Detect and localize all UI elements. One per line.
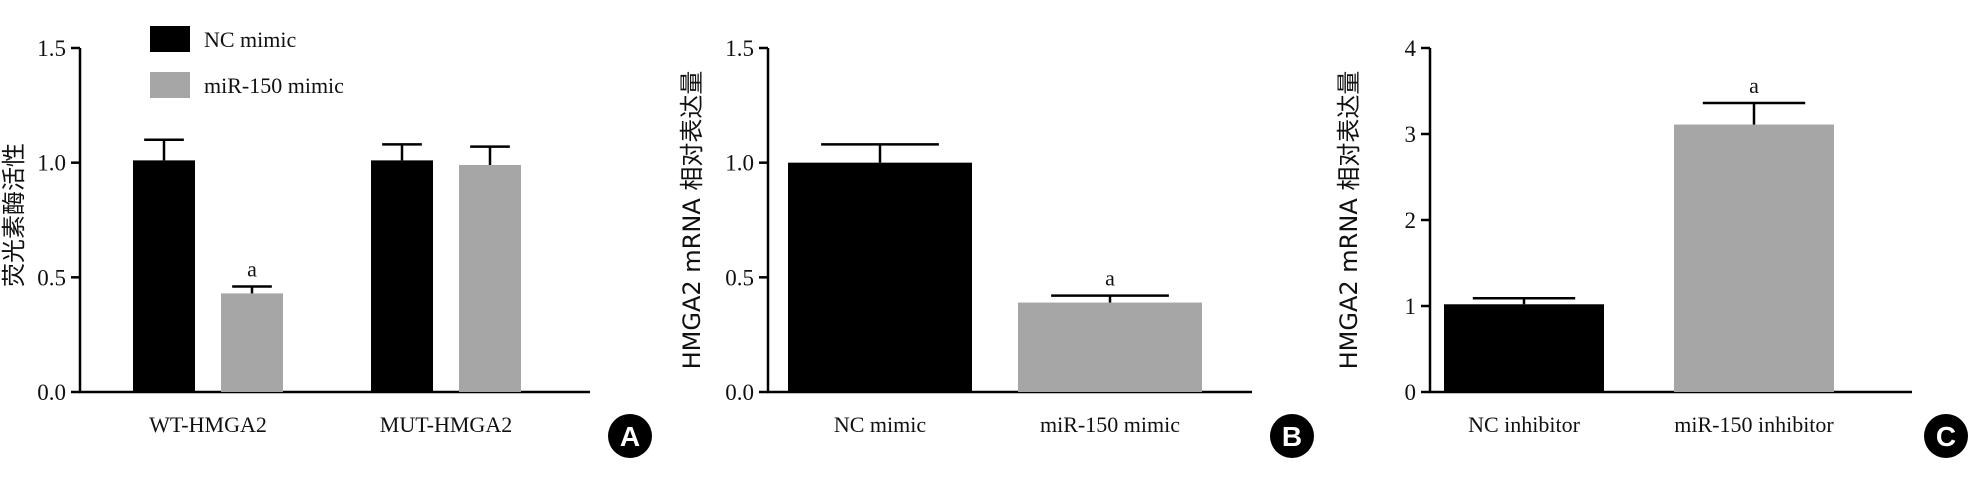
significance-label-mir-150-mimic: a [1105,266,1115,291]
y-tick-label: 4 [1405,36,1417,61]
panel-b: HMGA2 mRNA 相对表达量 0.0 0.5 1.0 1.5 a NC mimic… [678,36,1314,458]
legend-swatch-mir-150-mimic [150,72,190,98]
legend-swatch-nc-mimic [150,26,190,52]
bar-nc-mimic [788,162,972,392]
bar-mir-150-inhibitor [1674,124,1834,392]
panel-letter-badge: C [1924,414,1968,458]
legend-label-mir-150-mimic: miR-150 mimic [204,73,344,98]
y-axis-label: HMGA2 mRNA 相对表达量 [678,71,706,370]
y-tick-label: 0.5 [37,265,66,290]
y-tick-label: 1.0 [725,151,754,176]
y-tick-label: 1 [1405,294,1417,319]
y-tick-label: 0.0 [725,380,754,405]
bar-mir-150-mimic-mut-hmga2 [459,164,521,392]
panel-letter-badge: A [608,414,652,458]
bar-nc-mimic-mut-hmga2 [371,160,433,392]
y-tick-label: 1.5 [725,36,754,61]
y-tick-label: 3 [1405,122,1417,147]
significance-label-mir-150-mimic-wt-hmga2: a [247,257,257,282]
y-tick-label: 0 [1405,380,1417,405]
x-category-label-mir-150-mimic: miR-150 mimic [1040,412,1180,437]
x-category-label-mir-150-inhibitor: miR-150 inhibitor [1674,412,1834,437]
y-tick-label: 0.0 [37,380,66,405]
significance-label-mir-150-inhibitor: a [1749,73,1759,98]
bar-mir-150-mimic [1018,302,1202,392]
panel-a: 荧光素酶活性 0.00.51.01.5 a WT-HMGA2 MUT-HMGA2 … [0,26,652,458]
legend-label-nc-mimic: NC mimic [204,27,297,52]
y-tick-label: 2 [1405,208,1417,233]
legend: NC mimic miR-150 mimic [150,26,344,98]
y-axis-label: HMGA2 mRNA 相对表达量 [1335,71,1363,370]
y-axis-label: 荧光素酶活性 [0,143,28,287]
panel-c: HMGA2 mRNA 相对表达量 0 1 2 3 4 a NC inhibitor miR… [1335,36,1968,458]
x-category-label-wt-hmga2: WT-HMGA2 [149,412,267,437]
y-tick-label: 1.5 [37,36,66,61]
x-category-label-mut-hmga2: MUT-HMGA2 [380,412,512,437]
bar-mir-150-mimic-wt-hmga2 [221,293,283,392]
x-category-label-nc-inhibitor: NC inhibitor [1468,412,1581,437]
bar-nc-mimic-wt-hmga2 [133,160,195,392]
panel-letter-badge: B [1270,414,1314,458]
panel-letter: A [620,421,640,452]
bar-nc-inhibitor [1444,304,1604,392]
panel-letter: B [1282,421,1302,452]
panel-letter: C [1936,421,1956,452]
y-tick-label: 1.0 [37,151,66,176]
x-category-label-nc-mimic: NC mimic [834,412,927,437]
y-tick-label: 0.5 [725,265,754,290]
